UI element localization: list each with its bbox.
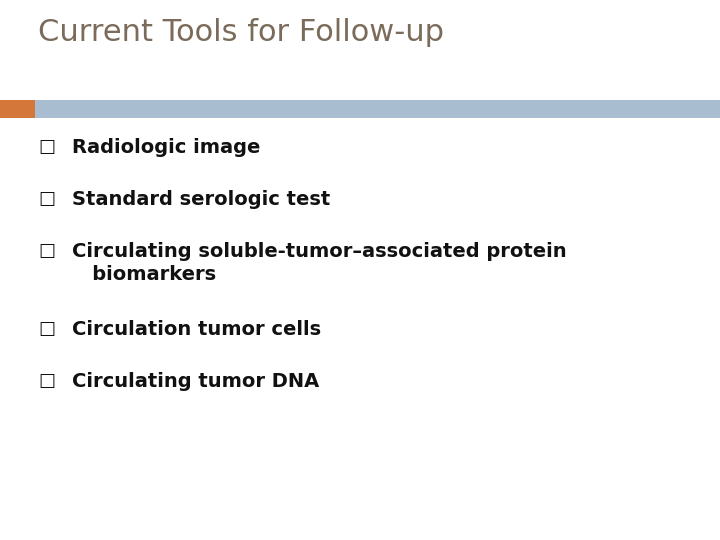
Text: Circulating soluble-tumor–associated protein
   biomarkers: Circulating soluble-tumor–associated pro…	[72, 242, 567, 284]
Text: □: □	[38, 190, 55, 208]
Text: Circulation tumor cells: Circulation tumor cells	[72, 320, 321, 339]
Text: □: □	[38, 138, 55, 156]
Text: □: □	[38, 242, 55, 260]
Bar	[35, 100, 720, 118]
Text: Radiologic image: Radiologic image	[72, 138, 261, 157]
Bar	[0, 100, 35, 118]
Text: Circulating tumor DNA: Circulating tumor DNA	[72, 372, 319, 391]
Text: □: □	[38, 372, 55, 390]
Text: Standard serologic test: Standard serologic test	[72, 190, 330, 209]
Text: Current Tools for Follow-up: Current Tools for Follow-up	[38, 18, 444, 47]
Text: □: □	[38, 320, 55, 338]
